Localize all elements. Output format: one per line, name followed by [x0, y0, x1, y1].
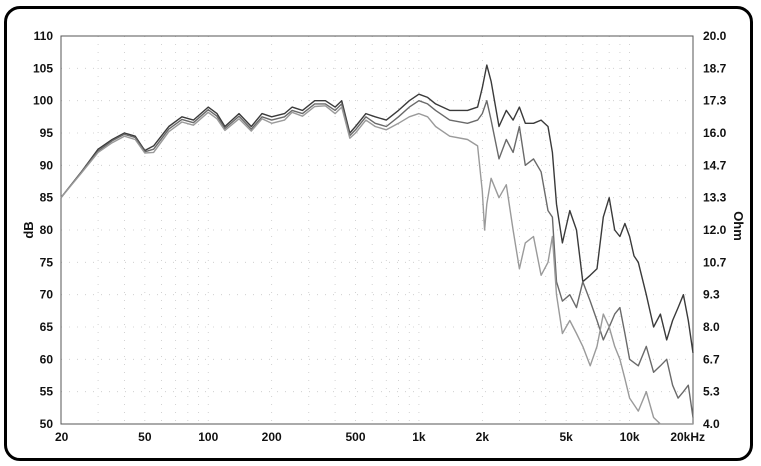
y2-tick-label: 13.3 — [703, 191, 727, 205]
y-tick-label: 55 — [40, 385, 54, 399]
y2-tick-label: 8.0 — [703, 320, 720, 334]
y-tick-label: 80 — [40, 223, 54, 237]
y-tick-label: 105 — [33, 61, 53, 75]
y2-tick-label: 9.3 — [703, 288, 720, 302]
y-tick-label: 70 — [40, 288, 54, 302]
x-tick-label: 50 — [138, 430, 152, 444]
x-tick-label: 10k — [620, 430, 640, 444]
y-tick-label: 50 — [40, 417, 54, 431]
y2-tick-label: 6.7 — [703, 352, 720, 366]
x-tick-label: 20 — [55, 430, 69, 444]
y-tick-label: 95 — [40, 126, 54, 140]
plot-area — [60, 35, 694, 425]
x-tick-label: 2k — [476, 430, 490, 444]
y-tick-label: 65 — [40, 320, 54, 334]
y-tick-label: 100 — [33, 94, 53, 108]
y-tick-label: 110 — [34, 29, 54, 43]
y-tick-label: 90 — [40, 158, 54, 172]
y2-tick-label: 10.7 — [703, 255, 727, 269]
y2-tick-label: 16.0 — [703, 126, 727, 140]
y2-tick-label: 12.0 — [703, 223, 727, 237]
x-tick-label: 5k — [559, 430, 573, 444]
x-tick-label: 20kHz — [670, 430, 705, 444]
y-tick-label: 60 — [40, 352, 54, 366]
y2-tick-label: 5.3 — [703, 385, 720, 399]
x-tick-label: 100 — [198, 430, 218, 444]
y2-tick-label: 17.3 — [703, 94, 727, 108]
y2-axis-title: Ohm — [731, 211, 746, 241]
series-line-2 — [60, 100, 694, 418]
series-line-1 — [60, 64, 694, 354]
y2-tick-label: 18.7 — [703, 61, 727, 75]
x-tick-label: 1k — [412, 430, 426, 444]
y-axis-title: dB — [21, 221, 36, 238]
series-group — [60, 64, 694, 425]
x-tick-label: 200 — [262, 430, 282, 444]
y2-tick-label: 20.0 — [703, 29, 727, 43]
y2-tick-label: 4.0 — [703, 417, 720, 431]
y-tick-label: 85 — [40, 191, 54, 205]
series-line-3 — [60, 105, 693, 425]
y-tick-label: 75 — [40, 255, 54, 269]
x-tick-label: 500 — [345, 430, 365, 444]
y2-tick-label: 14.7 — [703, 158, 727, 172]
tick-labels: 20 50 100 200 500 1k 2k 5k 10k 20kHz1101051009590… — [33, 29, 727, 444]
grid — [60, 35, 694, 425]
